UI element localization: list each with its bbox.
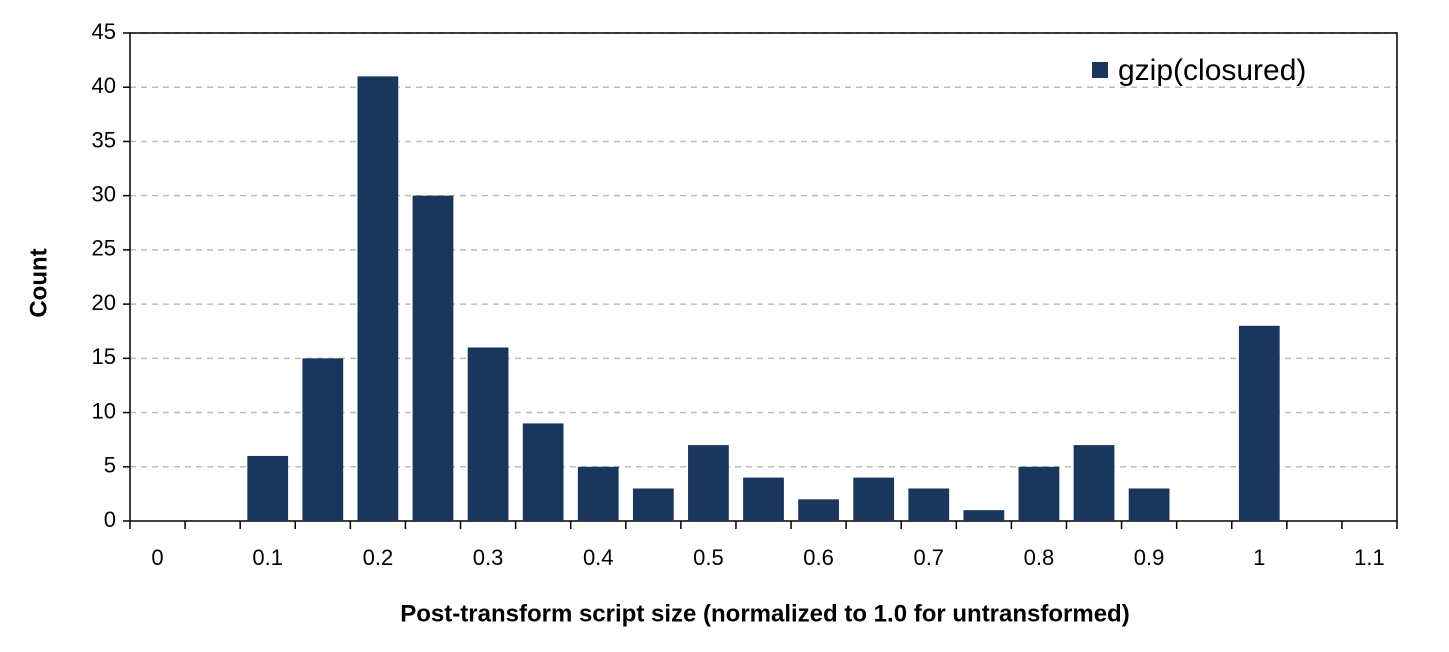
y-tick-label: 10	[92, 398, 116, 423]
legend-swatch	[1092, 62, 1108, 78]
bar	[688, 445, 729, 521]
x-tick-label: 0.6	[803, 545, 834, 570]
x-tick-label: 0.9	[1134, 545, 1165, 570]
y-tick-label: 5	[104, 453, 116, 478]
x-tick-label: 0.8	[1024, 545, 1055, 570]
bar	[1128, 488, 1170, 521]
bar	[577, 466, 619, 521]
bar	[467, 347, 509, 521]
x-tick-label: 0.4	[583, 545, 614, 570]
bar	[798, 499, 839, 521]
bar	[247, 455, 289, 521]
bar	[357, 76, 399, 521]
y-tick-label: 40	[92, 73, 116, 98]
bar	[632, 488, 674, 521]
bar	[1073, 445, 1115, 521]
x-tick-label: 1	[1253, 545, 1265, 570]
bar	[963, 510, 1005, 521]
x-tick-label: 0.5	[693, 545, 724, 570]
x-tick-label: 0.1	[252, 545, 283, 570]
bar	[302, 358, 344, 521]
bar	[412, 195, 454, 521]
y-tick-label: 30	[92, 181, 116, 206]
x-tick-label: 1.1	[1354, 545, 1385, 570]
y-tick-label: 0	[104, 507, 116, 532]
bar	[743, 477, 784, 521]
x-tick-label: 0.3	[473, 545, 504, 570]
x-tick-label: 0.2	[363, 545, 394, 570]
x-tick-label: 0	[151, 545, 163, 570]
y-tick-label: 20	[92, 290, 116, 315]
bar	[1238, 325, 1280, 521]
bar	[1018, 466, 1060, 521]
bar	[853, 477, 895, 521]
y-tick-label: 45	[92, 19, 116, 44]
y-axis-title: Count	[25, 248, 52, 317]
y-tick-label: 25	[92, 236, 116, 261]
legend-label: gzip(closured)	[1118, 54, 1306, 87]
bar	[522, 423, 564, 521]
y-tick-label: 35	[92, 127, 116, 152]
x-tick-label: 0.7	[913, 545, 944, 570]
bar	[908, 488, 950, 521]
y-tick-label: 15	[92, 344, 116, 369]
x-axis-title: Post-transform script size (normalized t…	[400, 600, 1129, 627]
